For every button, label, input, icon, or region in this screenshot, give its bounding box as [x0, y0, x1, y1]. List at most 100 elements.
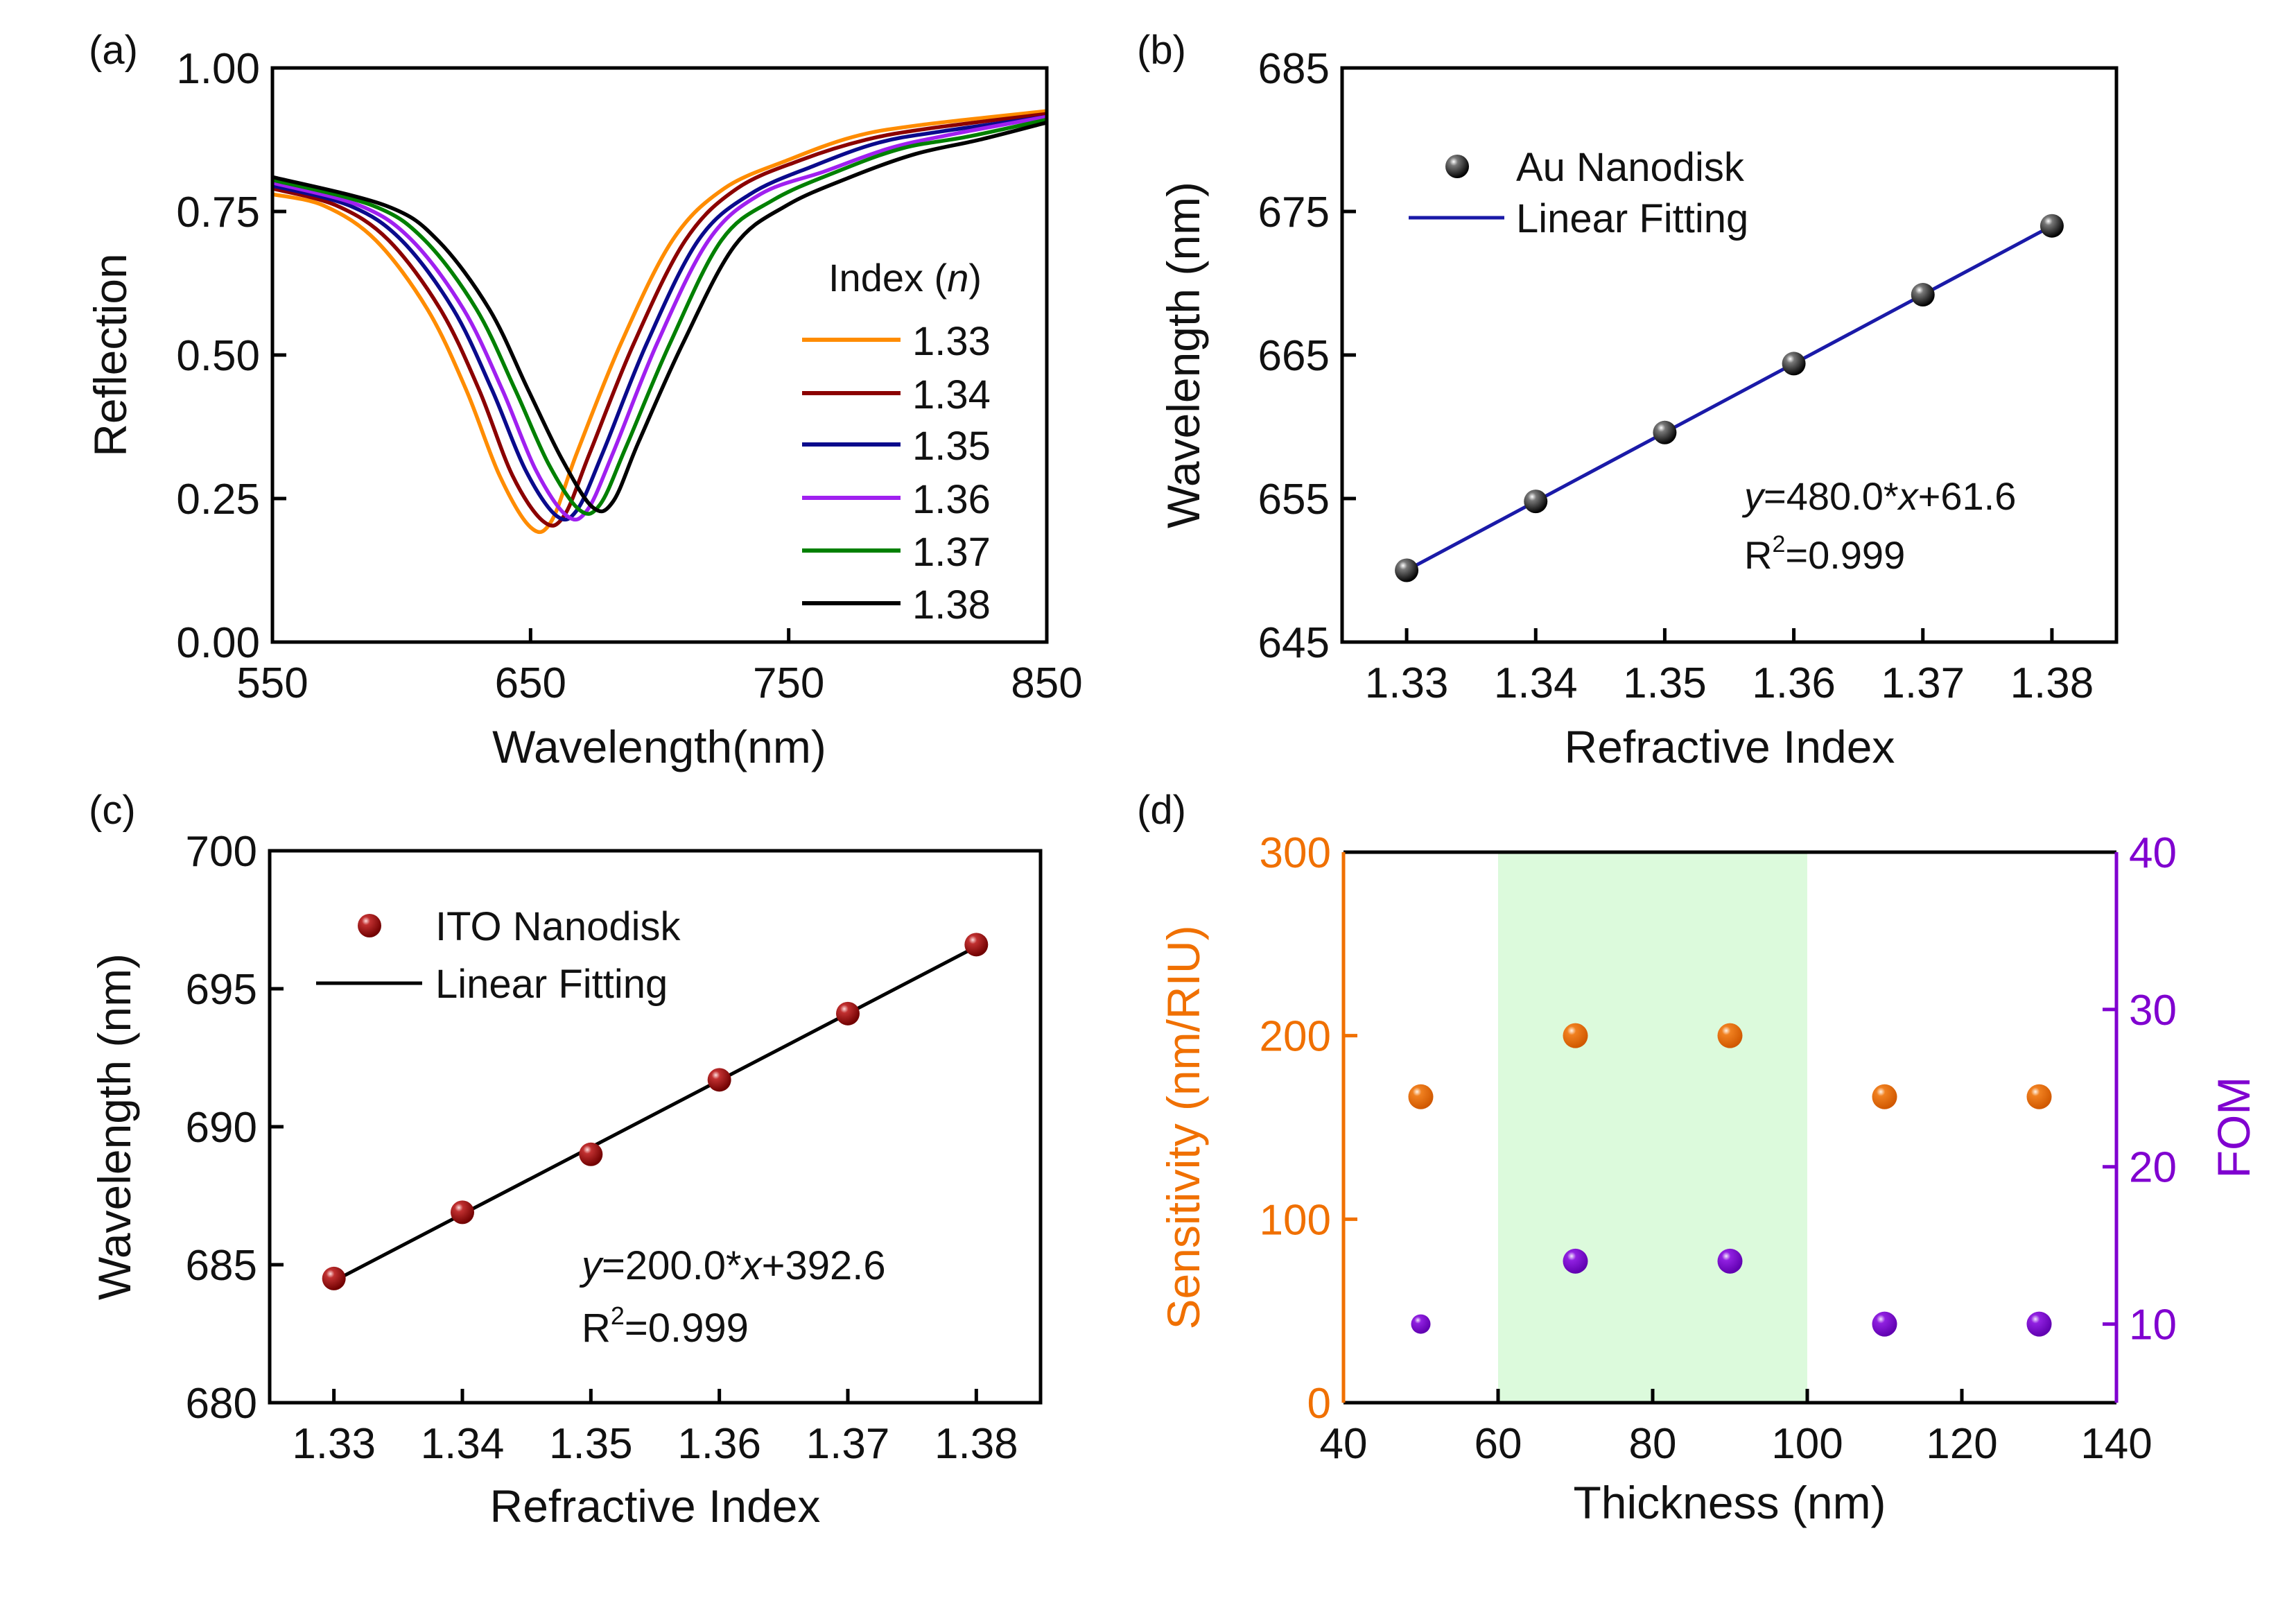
- d-ytick-label: 0: [1307, 1380, 1331, 1428]
- b-data-point: [1911, 283, 1935, 307]
- b-data-point: [1524, 490, 1548, 514]
- b-ytick-label: 655: [1258, 476, 1330, 523]
- b-legend-label: Au Nanodisk: [1516, 145, 1745, 190]
- c-xtick-label: 1.36: [677, 1420, 761, 1468]
- a-legend-label: 1.34: [912, 372, 991, 417]
- b-xtick-label: 1.34: [1494, 659, 1578, 707]
- d-xtick-label: 80: [1629, 1420, 1677, 1468]
- c-ytick-label: 685: [186, 1242, 257, 1290]
- d-xtick-label: 100: [1771, 1420, 1843, 1468]
- d-fom-point: [1872, 1311, 1897, 1337]
- panel-c-label: (c): [89, 788, 136, 833]
- d-ylabel: Sensitivity (nm/RIU): [1158, 925, 1209, 1329]
- b-ylabel: Wavelength (nm): [1158, 182, 1209, 528]
- b-data-point: [1395, 558, 1419, 582]
- a-series-line-1.36: [272, 114, 1047, 522]
- b-ytick-label: 675: [1258, 189, 1330, 236]
- a-series-line-1.35: [272, 114, 1047, 522]
- d-y2tick-label: 40: [2129, 829, 2177, 877]
- b-ytick-label: 665: [1258, 332, 1330, 380]
- d-fom-point: [1717, 1248, 1743, 1274]
- b-xtick-label: 1.36: [1752, 659, 1836, 707]
- d-fom-point: [1563, 1248, 1588, 1274]
- d-y2tick-label: 20: [2129, 1144, 2177, 1192]
- c-xtick-label: 1.34: [421, 1420, 505, 1468]
- d-sensitivity-point: [1563, 1023, 1588, 1048]
- a-ytick-label: 1.00: [176, 45, 260, 93]
- a-xtick-label: 650: [495, 659, 566, 707]
- a-series-line-1.33: [272, 109, 1047, 535]
- c-ytick-label: 680: [186, 1380, 257, 1428]
- a-legend-label: 1.35: [912, 424, 991, 469]
- c-xtick-label: 1.35: [549, 1420, 633, 1468]
- d-fom-point: [2026, 1311, 2052, 1337]
- c-data-point: [836, 1001, 860, 1025]
- a-legend-label: 1.38: [912, 582, 991, 628]
- d-y2tick-label: 30: [2129, 987, 2177, 1035]
- c-xlabel: Refractive Index: [490, 1480, 821, 1532]
- a-series-line-1.34: [272, 112, 1047, 528]
- c-data-point: [451, 1200, 474, 1224]
- c-ytick-label: 700: [186, 828, 257, 876]
- a-xtick-label: 750: [753, 659, 824, 707]
- d-y2tick-label: 10: [2129, 1301, 2177, 1349]
- a-series-line-1.37: [272, 117, 1047, 516]
- a-xtick-label: 850: [1011, 659, 1082, 707]
- a-ytick-label: 0.25: [176, 476, 260, 523]
- d-xtick-label: 60: [1475, 1420, 1522, 1468]
- d-ytick-label: 200: [1260, 1013, 1331, 1061]
- d-ytick-label: 100: [1260, 1196, 1331, 1244]
- d-ytick-label: 300: [1260, 829, 1331, 877]
- b-data-point: [2040, 214, 2064, 238]
- c-r2: R2=0.999: [582, 1301, 749, 1351]
- a-legend-label: 1.33: [912, 319, 991, 364]
- b-xtick-label: 1.37: [1881, 659, 1965, 707]
- b-xtick-label: 1.33: [1365, 659, 1449, 707]
- a-legend-label: 1.36: [912, 477, 991, 522]
- b-data-point: [1782, 352, 1806, 376]
- c-xtick-label: 1.33: [292, 1420, 376, 1468]
- c-data-point: [964, 933, 989, 957]
- b-ytick-label: 645: [1258, 619, 1330, 667]
- a-ytick-label: 0.50: [176, 332, 260, 380]
- d-sensitivity-point: [2026, 1084, 2052, 1109]
- a-legend-label: 1.37: [912, 530, 991, 575]
- d-xtick-label: 140: [2080, 1420, 2152, 1468]
- b-legend-marker: [1445, 155, 1469, 178]
- c-ylabel: Wavelength (nm): [89, 953, 140, 1300]
- b-legend-label: Linear Fitting: [1516, 196, 1748, 241]
- d-sensitivity-point: [1717, 1023, 1743, 1048]
- b-xtick-label: 1.35: [1623, 659, 1707, 707]
- b-r2: R2=0.999: [1744, 531, 1905, 577]
- b-xtick-label: 1.38: [2010, 659, 2094, 707]
- b-data-point: [1653, 420, 1677, 444]
- b-fit-line: [1405, 224, 2053, 572]
- d-y2label: FOM: [2208, 1077, 2259, 1179]
- d-xtick-label: 120: [1926, 1420, 1997, 1468]
- c-data-point: [579, 1142, 603, 1166]
- c-xtick-label: 1.37: [806, 1420, 890, 1468]
- c-data-point: [707, 1068, 731, 1092]
- panel-a-label: (a): [89, 28, 138, 73]
- c-data-point: [322, 1266, 346, 1290]
- b-ytick-label: 685: [1258, 45, 1330, 93]
- a-series-line-1.38: [272, 120, 1047, 514]
- a-ytick-label: 0.00: [176, 619, 260, 667]
- c-legend-label: Linear Fitting: [435, 962, 668, 1007]
- d-sensitivity-point: [1872, 1084, 1897, 1109]
- d-xtick-label: 40: [1320, 1420, 1368, 1468]
- a-xlabel: Wavelength(nm): [492, 721, 826, 772]
- a-ylabel: Reflection: [85, 253, 136, 457]
- d-sensitivity-point: [1408, 1084, 1434, 1109]
- d-highlight-region: [1498, 852, 1807, 1403]
- c-fit-line: [333, 945, 977, 1283]
- c-fit-equation: y=200.0*x+392.6: [579, 1243, 886, 1288]
- d-fom-point: [1411, 1314, 1431, 1334]
- c-legend-label: ITO Nanodisk: [435, 904, 681, 949]
- c-xtick-label: 1.38: [934, 1420, 1018, 1468]
- a-legend-title: Index (n): [828, 256, 982, 300]
- panel-b-label: (b): [1137, 28, 1186, 73]
- c-legend-marker: [358, 914, 381, 937]
- panel-d-label: (d): [1137, 788, 1186, 833]
